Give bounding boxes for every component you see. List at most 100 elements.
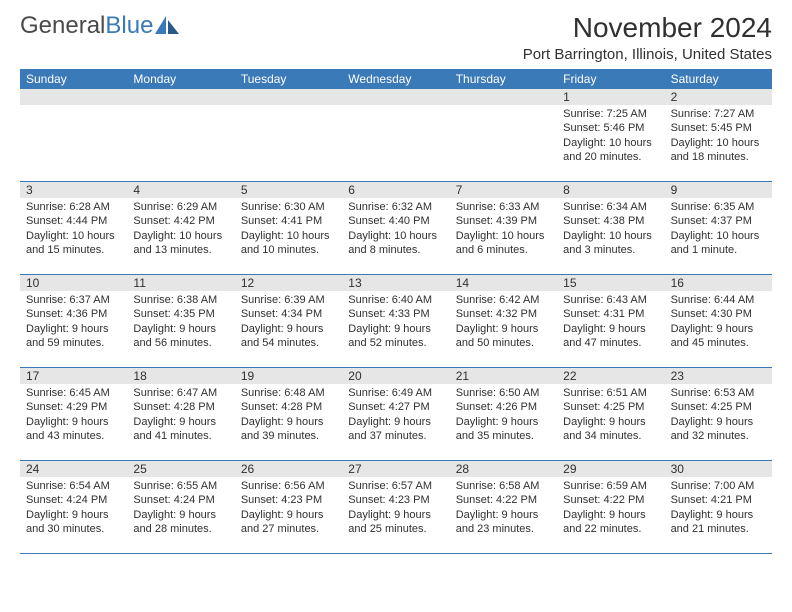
sunrise-text: Sunrise: 6:37 AM [26,293,121,307]
day1-text: Daylight: 9 hours [26,508,121,522]
day1-text: Daylight: 9 hours [671,415,766,429]
sunrise-text: Sunrise: 7:27 AM [671,107,766,121]
day1-text: Daylight: 9 hours [241,322,336,336]
day-content: Sunrise: 6:47 AMSunset: 4:28 PMDaylight:… [127,384,234,447]
sunset-text: Sunset: 4:38 PM [563,214,658,228]
day-cell: 26Sunrise: 6:56 AMSunset: 4:23 PMDayligh… [235,461,342,553]
day-cell: 4Sunrise: 6:29 AMSunset: 4:42 PMDaylight… [127,182,234,274]
day-content: Sunrise: 6:28 AMSunset: 4:44 PMDaylight:… [20,198,127,261]
day-number: 23 [665,368,772,384]
sunrise-text: Sunrise: 6:38 AM [133,293,228,307]
day2-text: and 18 minutes. [671,150,766,164]
day1-text: Daylight: 9 hours [241,508,336,522]
day-number: 1 [557,89,664,105]
day-header: Sunday [20,69,127,89]
day1-text: Daylight: 9 hours [348,415,443,429]
day-cell: 30Sunrise: 7:00 AMSunset: 4:21 PMDayligh… [665,461,772,553]
title-block: November 2024 Port Barrington, Illinois,… [523,12,772,63]
sunset-text: Sunset: 4:35 PM [133,307,228,321]
day1-text: Daylight: 10 hours [456,229,551,243]
day-cell: 12Sunrise: 6:39 AMSunset: 4:34 PMDayligh… [235,275,342,367]
day-content: Sunrise: 6:35 AMSunset: 4:37 PMDaylight:… [665,198,772,261]
day-number: 30 [665,461,772,477]
sunset-text: Sunset: 4:31 PM [563,307,658,321]
day-cell: 19Sunrise: 6:48 AMSunset: 4:28 PMDayligh… [235,368,342,460]
day-content: Sunrise: 7:25 AMSunset: 5:46 PMDaylight:… [557,105,664,168]
sunrise-text: Sunrise: 6:44 AM [671,293,766,307]
sunset-text: Sunset: 4:32 PM [456,307,551,321]
day-number: 27 [342,461,449,477]
day-number: 8 [557,182,664,198]
day-cell: 9Sunrise: 6:35 AMSunset: 4:37 PMDaylight… [665,182,772,274]
day-headers-row: SundayMondayTuesdayWednesdayThursdayFrid… [20,69,772,89]
sunset-text: Sunset: 4:26 PM [456,400,551,414]
sunset-text: Sunset: 5:46 PM [563,121,658,135]
sunrise-text: Sunrise: 6:51 AM [563,386,658,400]
day2-text: and 28 minutes. [133,522,228,536]
day-cell: 10Sunrise: 6:37 AMSunset: 4:36 PMDayligh… [20,275,127,367]
day-cell [20,89,127,181]
day2-text: and 21 minutes. [671,522,766,536]
sunset-text: Sunset: 5:45 PM [671,121,766,135]
day1-text: Daylight: 9 hours [456,322,551,336]
day-cell: 17Sunrise: 6:45 AMSunset: 4:29 PMDayligh… [20,368,127,460]
day-header: Wednesday [342,69,449,89]
sunrise-text: Sunrise: 6:35 AM [671,200,766,214]
sunset-text: Sunset: 4:25 PM [671,400,766,414]
sunset-text: Sunset: 4:24 PM [133,493,228,507]
day-content: Sunrise: 6:43 AMSunset: 4:31 PMDaylight:… [557,291,664,354]
sunset-text: Sunset: 4:29 PM [26,400,121,414]
sunset-text: Sunset: 4:40 PM [348,214,443,228]
day-content: Sunrise: 6:57 AMSunset: 4:23 PMDaylight:… [342,477,449,540]
day-cell: 23Sunrise: 6:53 AMSunset: 4:25 PMDayligh… [665,368,772,460]
day1-text: Daylight: 9 hours [456,508,551,522]
day-cell: 20Sunrise: 6:49 AMSunset: 4:27 PMDayligh… [342,368,449,460]
day2-text: and 54 minutes. [241,336,336,350]
day1-text: Daylight: 10 hours [563,229,658,243]
day-content: Sunrise: 6:49 AMSunset: 4:27 PMDaylight:… [342,384,449,447]
day-content: Sunrise: 6:55 AMSunset: 4:24 PMDaylight:… [127,477,234,540]
day-content: Sunrise: 6:33 AMSunset: 4:39 PMDaylight:… [450,198,557,261]
day1-text: Daylight: 10 hours [348,229,443,243]
day-cell: 15Sunrise: 6:43 AMSunset: 4:31 PMDayligh… [557,275,664,367]
day2-text: and 39 minutes. [241,429,336,443]
sunset-text: Sunset: 4:28 PM [133,400,228,414]
day2-text: and 35 minutes. [456,429,551,443]
day2-text: and 1 minute. [671,243,766,257]
day-number: 15 [557,275,664,291]
day-number [450,89,557,105]
day-content: Sunrise: 6:59 AMSunset: 4:22 PMDaylight:… [557,477,664,540]
sunrise-text: Sunrise: 7:25 AM [563,107,658,121]
day-cell: 11Sunrise: 6:38 AMSunset: 4:35 PMDayligh… [127,275,234,367]
day2-text: and 50 minutes. [456,336,551,350]
sunrise-text: Sunrise: 6:33 AM [456,200,551,214]
sunrise-text: Sunrise: 6:57 AM [348,479,443,493]
day-number: 5 [235,182,342,198]
day-cell [450,89,557,181]
day-number: 14 [450,275,557,291]
day-number: 2 [665,89,772,105]
sunset-text: Sunset: 4:23 PM [241,493,336,507]
sunrise-text: Sunrise: 6:28 AM [26,200,121,214]
day1-text: Daylight: 9 hours [348,508,443,522]
sunset-text: Sunset: 4:25 PM [563,400,658,414]
day-number [127,89,234,105]
day2-text: and 52 minutes. [348,336,443,350]
day-number: 17 [20,368,127,384]
day-header: Friday [557,69,664,89]
day2-text: and 37 minutes. [348,429,443,443]
day1-text: Daylight: 10 hours [671,229,766,243]
day-content: Sunrise: 6:29 AMSunset: 4:42 PMDaylight:… [127,198,234,261]
day1-text: Daylight: 9 hours [671,322,766,336]
day2-text: and 10 minutes. [241,243,336,257]
day2-text: and 47 minutes. [563,336,658,350]
logo-text-2: Blue [105,12,153,40]
day-content: Sunrise: 6:48 AMSunset: 4:28 PMDaylight:… [235,384,342,447]
day2-text: and 56 minutes. [133,336,228,350]
day2-text: and 41 minutes. [133,429,228,443]
sunrise-text: Sunrise: 6:30 AM [241,200,336,214]
day1-text: Daylight: 9 hours [563,415,658,429]
day-number [20,89,127,105]
day-number: 10 [20,275,127,291]
day-number: 9 [665,182,772,198]
